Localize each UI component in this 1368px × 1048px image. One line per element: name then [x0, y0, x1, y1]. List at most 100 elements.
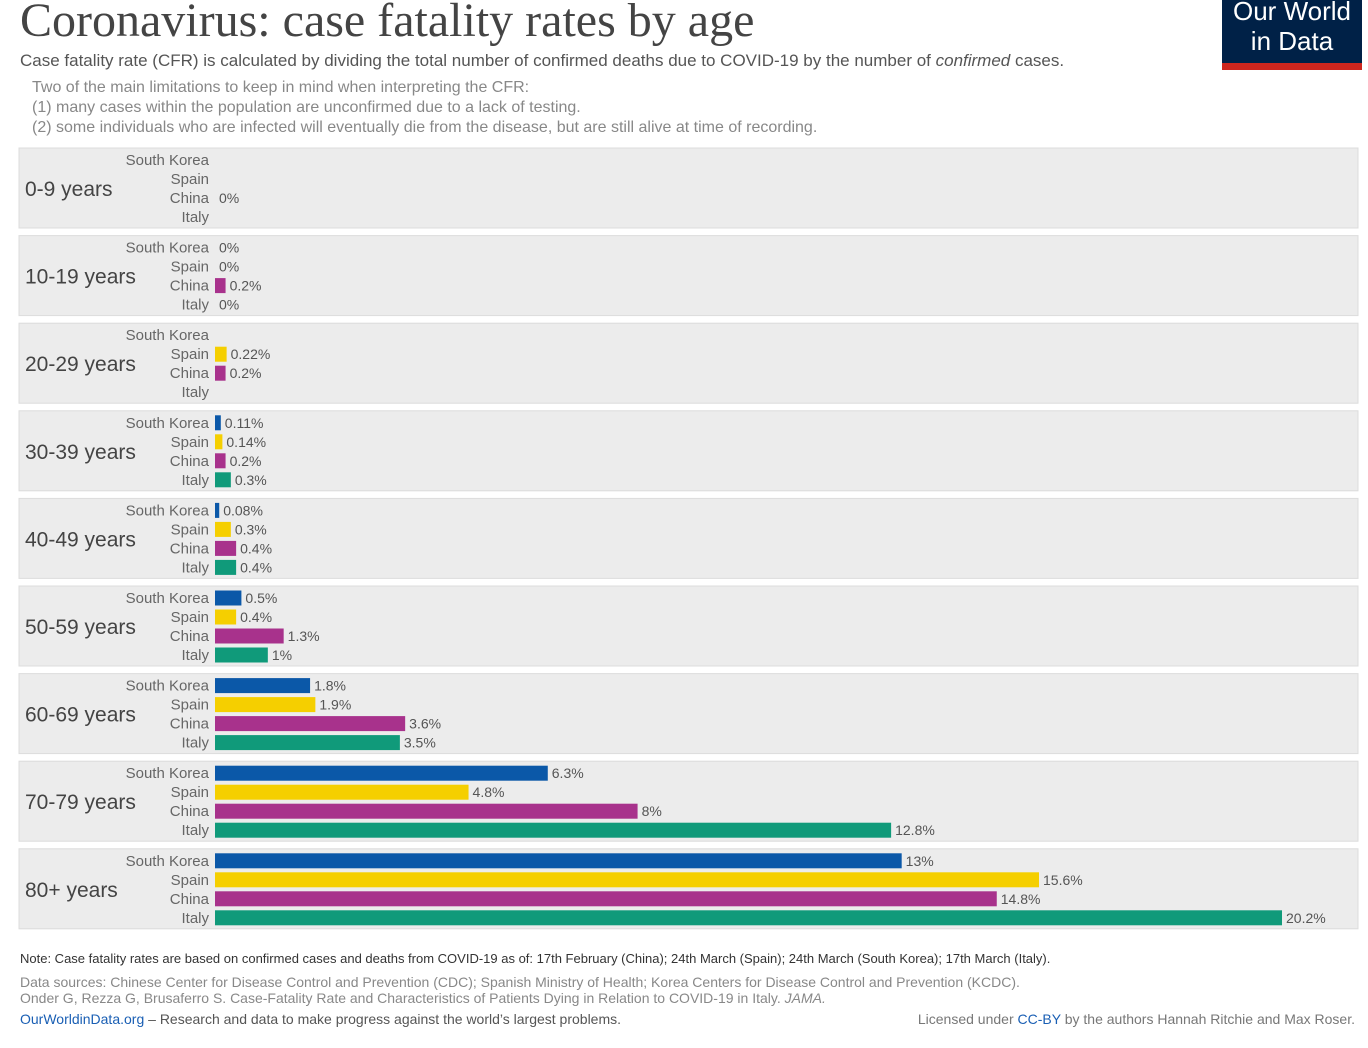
group-label: 10-19 years	[25, 266, 136, 289]
country-label: China	[170, 891, 210, 908]
bar	[215, 765, 548, 781]
value-label: 0%	[219, 259, 239, 275]
sources: Onder G, Rezza G, Brusaferro S. Case-Fat…	[20, 990, 826, 1006]
value-label: 0.08%	[223, 502, 263, 518]
country-label: Italy	[181, 209, 209, 226]
country-label: Italy	[181, 735, 209, 752]
subtitle: Case fatality rate (CFR) is calculated b…	[20, 51, 1064, 70]
bar	[215, 647, 268, 663]
value-label: 1.8%	[314, 678, 346, 694]
country-label: Italy	[181, 297, 209, 314]
value-label: 0.4%	[240, 559, 272, 575]
value-label: 0.22%	[231, 346, 271, 362]
value-label: 0.14%	[226, 434, 266, 450]
bar	[215, 472, 231, 488]
bar	[215, 872, 1040, 888]
country-label: China	[170, 803, 210, 820]
license-link[interactable]: CC-BY	[1018, 1011, 1062, 1027]
note-line: (1) many cases within the population are…	[32, 99, 581, 116]
value-label: 0.5%	[245, 590, 277, 606]
bar	[215, 891, 997, 907]
country-label: Spain	[171, 609, 209, 626]
country-label: China	[170, 628, 210, 645]
site-link[interactable]: OurWorldinData.org	[20, 1011, 144, 1027]
license: Licensed under CC-BY by the authors Hann…	[918, 1011, 1355, 1027]
group-label: 80+ years	[25, 879, 118, 902]
value-label: 0.4%	[240, 540, 272, 556]
country-label: Italy	[181, 910, 209, 927]
bar	[215, 365, 226, 381]
license-part: by the authors Hannah Ritchie and Max Ro…	[1061, 1011, 1355, 1027]
country-label: China	[170, 540, 210, 557]
bar	[215, 697, 316, 713]
group-label: 30-39 years	[25, 441, 136, 464]
country-label: South Korea	[126, 765, 210, 782]
value-label: 13%	[906, 853, 934, 869]
bar	[215, 803, 638, 819]
country-label: Italy	[181, 647, 209, 664]
bar	[215, 784, 469, 800]
bar	[215, 910, 1282, 926]
bar	[215, 521, 231, 537]
country-label: Italy	[181, 559, 209, 576]
footer-left: OurWorldinData.org – Research and data t…	[20, 1011, 621, 1027]
country-label: Spain	[171, 434, 209, 451]
value-label: 1%	[272, 647, 292, 663]
subtitle-part: cases.	[1010, 51, 1064, 70]
note-line: (2) some individuals who are infected wi…	[32, 119, 817, 136]
value-label: 15.6%	[1043, 872, 1083, 888]
bar	[215, 628, 284, 644]
country-label: Italy	[181, 384, 209, 401]
country-label: Spain	[171, 346, 209, 363]
bar	[215, 822, 892, 838]
value-label: 3.6%	[409, 716, 441, 732]
value-label: 14.8%	[1001, 891, 1041, 907]
bar	[215, 415, 221, 431]
country-label: South Korea	[126, 152, 210, 169]
value-label: 1.3%	[288, 628, 320, 644]
subtitle-part: confirmed	[936, 51, 1011, 70]
bar	[215, 540, 237, 556]
value-label: 6.3%	[552, 765, 584, 781]
country-label: Spain	[171, 697, 209, 714]
bar	[215, 590, 242, 606]
sources-part: Onder G, Rezza G, Brusaferro S. Case-Fat…	[20, 990, 785, 1006]
country-label: South Korea	[126, 678, 210, 695]
country-label: Spain	[171, 784, 209, 801]
value-label: 8%	[642, 803, 662, 819]
country-label: China	[170, 190, 210, 207]
chart-title: Coronavirus: case fatality rates by age	[20, 0, 754, 47]
country-label: South Korea	[126, 853, 210, 870]
group-label: 60-69 years	[25, 704, 136, 727]
value-label: 12.8%	[895, 822, 935, 838]
value-label: 4.8%	[473, 784, 505, 800]
bar	[215, 434, 223, 450]
value-label: 0.2%	[230, 453, 262, 469]
group-label: 50-59 years	[25, 616, 136, 639]
value-label: 0.3%	[235, 521, 267, 537]
facet-panel	[18, 322, 1359, 404]
logo-stripe	[1222, 63, 1362, 70]
logo-text: in Data	[1251, 26, 1334, 56]
country-label: Spain	[171, 171, 209, 188]
footnote: Note: Case fatality rates are based on c…	[20, 951, 1050, 966]
subtitle-part: Case fatality rate (CFR) is calculated b…	[20, 51, 936, 70]
value-label: 0%	[219, 190, 239, 206]
group-label: 20-29 years	[25, 353, 136, 376]
value-label: 0.2%	[230, 278, 262, 294]
country-label: China	[170, 716, 210, 733]
logo-text: Our World	[1233, 0, 1351, 26]
bar	[215, 609, 237, 625]
value-label: 0%	[219, 297, 239, 313]
country-label: China	[170, 278, 210, 295]
country-label: South Korea	[126, 240, 210, 257]
country-label: Italy	[181, 822, 209, 839]
country-label: South Korea	[126, 415, 210, 432]
value-label: 0.2%	[230, 365, 262, 381]
bar	[215, 735, 400, 751]
footer-part: – Research and data to make progress aga…	[144, 1011, 621, 1027]
country-label: Spain	[171, 259, 209, 276]
bar	[215, 678, 311, 694]
bar	[215, 346, 227, 362]
